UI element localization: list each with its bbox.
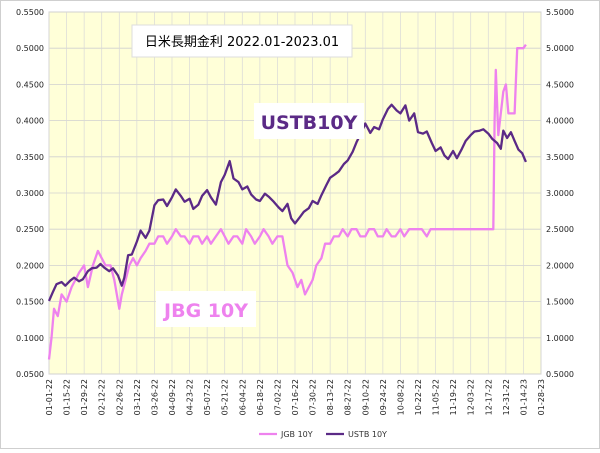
x-tick-label: 03-12-22 — [133, 379, 142, 415]
x-axis-ticks: 01-01-22 01-15-22 01-29-22 02-12-22 02-26-22… — [45, 379, 546, 415]
right-tick-label: 2.5000 — [546, 225, 574, 234]
x-tick-label: 08-13-22 — [326, 379, 335, 415]
x-tick-label: 08-27-22 — [344, 379, 353, 415]
legend-jgb-label: JGB 10Y — [280, 430, 313, 439]
x-tick-label: 11-05-22 — [432, 379, 441, 415]
x-tick-label: 09-10-22 — [361, 379, 370, 415]
left-tick-label: 0.5000 — [16, 44, 44, 53]
ustb-label-box — [254, 103, 364, 139]
x-tick-label: 07-30-22 — [309, 379, 318, 415]
title-box — [131, 24, 353, 58]
series-line-ustb-10y — [47, 103, 527, 302]
x-tick-label: 10-08-22 — [396, 379, 405, 415]
x-tick-label: 12-03-22 — [467, 379, 476, 415]
x-tick-label: 05-21-22 — [221, 379, 230, 415]
legend-ustb-label: USTB 10Y — [348, 430, 387, 439]
right-tick-label: 4.0000 — [546, 117, 574, 126]
x-tick-label: 04-23-22 — [186, 379, 195, 415]
right-tick-label: 4.5000 — [546, 80, 574, 89]
x-tick-label: 01-14-23 — [519, 379, 528, 415]
ustb-annotation: USTB10Y — [261, 112, 358, 134]
left-tick-label: 0.2000 — [16, 261, 44, 270]
left-tick-label: 0.4000 — [16, 117, 44, 126]
x-tick-label: 01-28-23 — [537, 379, 546, 415]
right-tick-label: 2.0000 — [546, 261, 574, 270]
x-tick-label: 09-24-22 — [379, 379, 388, 415]
right-tick-label: 5.0000 — [546, 44, 574, 53]
x-tick-label: 05-07-22 — [203, 379, 212, 415]
right-tick-label: 1.0000 — [546, 334, 574, 343]
right-tick-label: 0.5000 — [546, 370, 574, 379]
x-tick-label: 02-26-22 — [115, 379, 124, 415]
left-tick-label: 0.5500 — [16, 8, 44, 17]
series-group — [47, 43, 527, 360]
right-tick-label: 3.0000 — [546, 189, 574, 198]
right-tick-label: 3.5000 — [546, 153, 574, 162]
x-tick-label: 01-29-22 — [80, 379, 89, 415]
x-tick-label: 01-01-22 — [45, 379, 54, 415]
jbg-label-box — [156, 291, 256, 327]
x-tick-label: 12-17-22 — [484, 379, 493, 415]
x-tick-label: 03-26-22 — [150, 379, 159, 415]
left-tick-label: 0.1500 — [16, 298, 44, 307]
x-tick-label: 12-31-22 — [502, 379, 511, 415]
left-tick-label: 0.3000 — [16, 189, 44, 198]
chart-title: 日米長期金利 2022.01-2023.01 — [145, 34, 339, 50]
x-tick-label: 06-18-22 — [256, 379, 265, 415]
jbg-annotation: JBG 10Y — [162, 300, 248, 322]
left-tick-label: 0.4500 — [16, 80, 44, 89]
left-tick-label: 0.3500 — [16, 153, 44, 162]
x-tick-label: 06-04-22 — [238, 379, 247, 415]
x-tick-label: 11-19-22 — [449, 379, 458, 415]
x-tick-label: 10-22-22 — [414, 379, 423, 415]
series-line-jgb-10y — [47, 43, 527, 360]
left-tick-label: 0.1000 — [16, 334, 44, 343]
left-tick-label: 0.0500 — [16, 370, 44, 379]
x-tick-label: 01-15-22 — [63, 379, 72, 415]
right-axis-ticks: 0.5000 1.0000 1.5000 2.0000 2.5000 3.0000 3.50… — [546, 8, 574, 379]
x-tick-label: 07-02-22 — [273, 379, 282, 415]
x-tick-label: 07-16-22 — [291, 379, 300, 415]
right-tick-label: 5.5000 — [546, 8, 574, 17]
legend: JGB 10Y USTB 10Y — [259, 430, 387, 439]
left-tick-label: 0.2500 — [16, 225, 44, 234]
x-tick-label: 02-12-22 — [98, 379, 107, 415]
x-tick-label: 04-09-22 — [168, 379, 177, 415]
left-axis-ticks: 0.0500 0.1000 0.1500 0.2000 0.2500 0.3000 0.35… — [16, 8, 44, 379]
right-tick-label: 1.5000 — [546, 298, 574, 307]
